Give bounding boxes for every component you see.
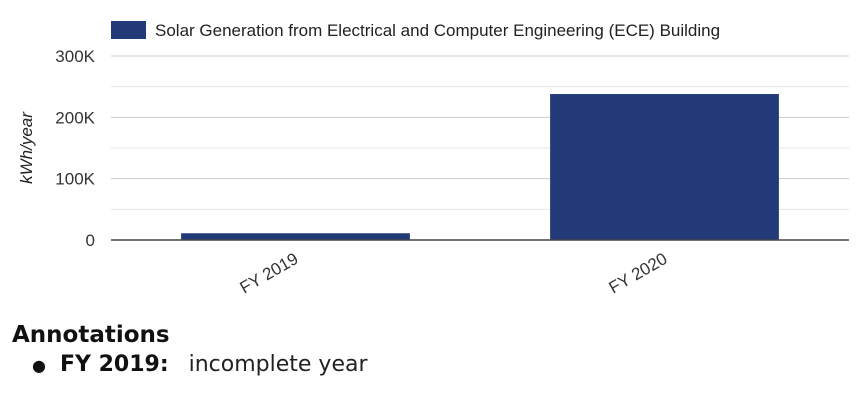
y-tick-label: 100K bbox=[55, 170, 95, 189]
y-axis-label: kWh/year bbox=[17, 111, 36, 184]
bullet-icon: ● bbox=[32, 356, 46, 375]
y-tick-label: 300K bbox=[55, 47, 95, 66]
chart-legend[interactable]: Solar Generation from Electrical and Com… bbox=[111, 21, 720, 40]
annotations-section: Annotations ● FY 2019: incomplete year bbox=[12, 322, 852, 377]
annotation-item: ● FY 2019: incomplete year bbox=[32, 352, 852, 377]
x-tick-label: FY 2020 bbox=[606, 249, 671, 297]
y-tick-label: 200K bbox=[55, 108, 95, 127]
y-tick-label: 0 bbox=[86, 231, 95, 250]
annotations-list: ● FY 2019: incomplete year bbox=[12, 352, 852, 377]
bar-fy-2019[interactable] bbox=[181, 233, 410, 240]
x-tick-label: FY 2019 bbox=[237, 249, 302, 297]
annotations-title: Annotations bbox=[12, 322, 170, 348]
annotation-label: FY 2019: bbox=[59, 352, 169, 377]
annotation-text: incomplete year bbox=[188, 352, 368, 377]
bar-chart: Solar Generation from Electrical and Com… bbox=[17, 21, 849, 297]
legend-swatch bbox=[111, 21, 146, 39]
bar-fy-2020[interactable] bbox=[550, 94, 779, 240]
legend-label: Solar Generation from Electrical and Com… bbox=[155, 21, 720, 40]
